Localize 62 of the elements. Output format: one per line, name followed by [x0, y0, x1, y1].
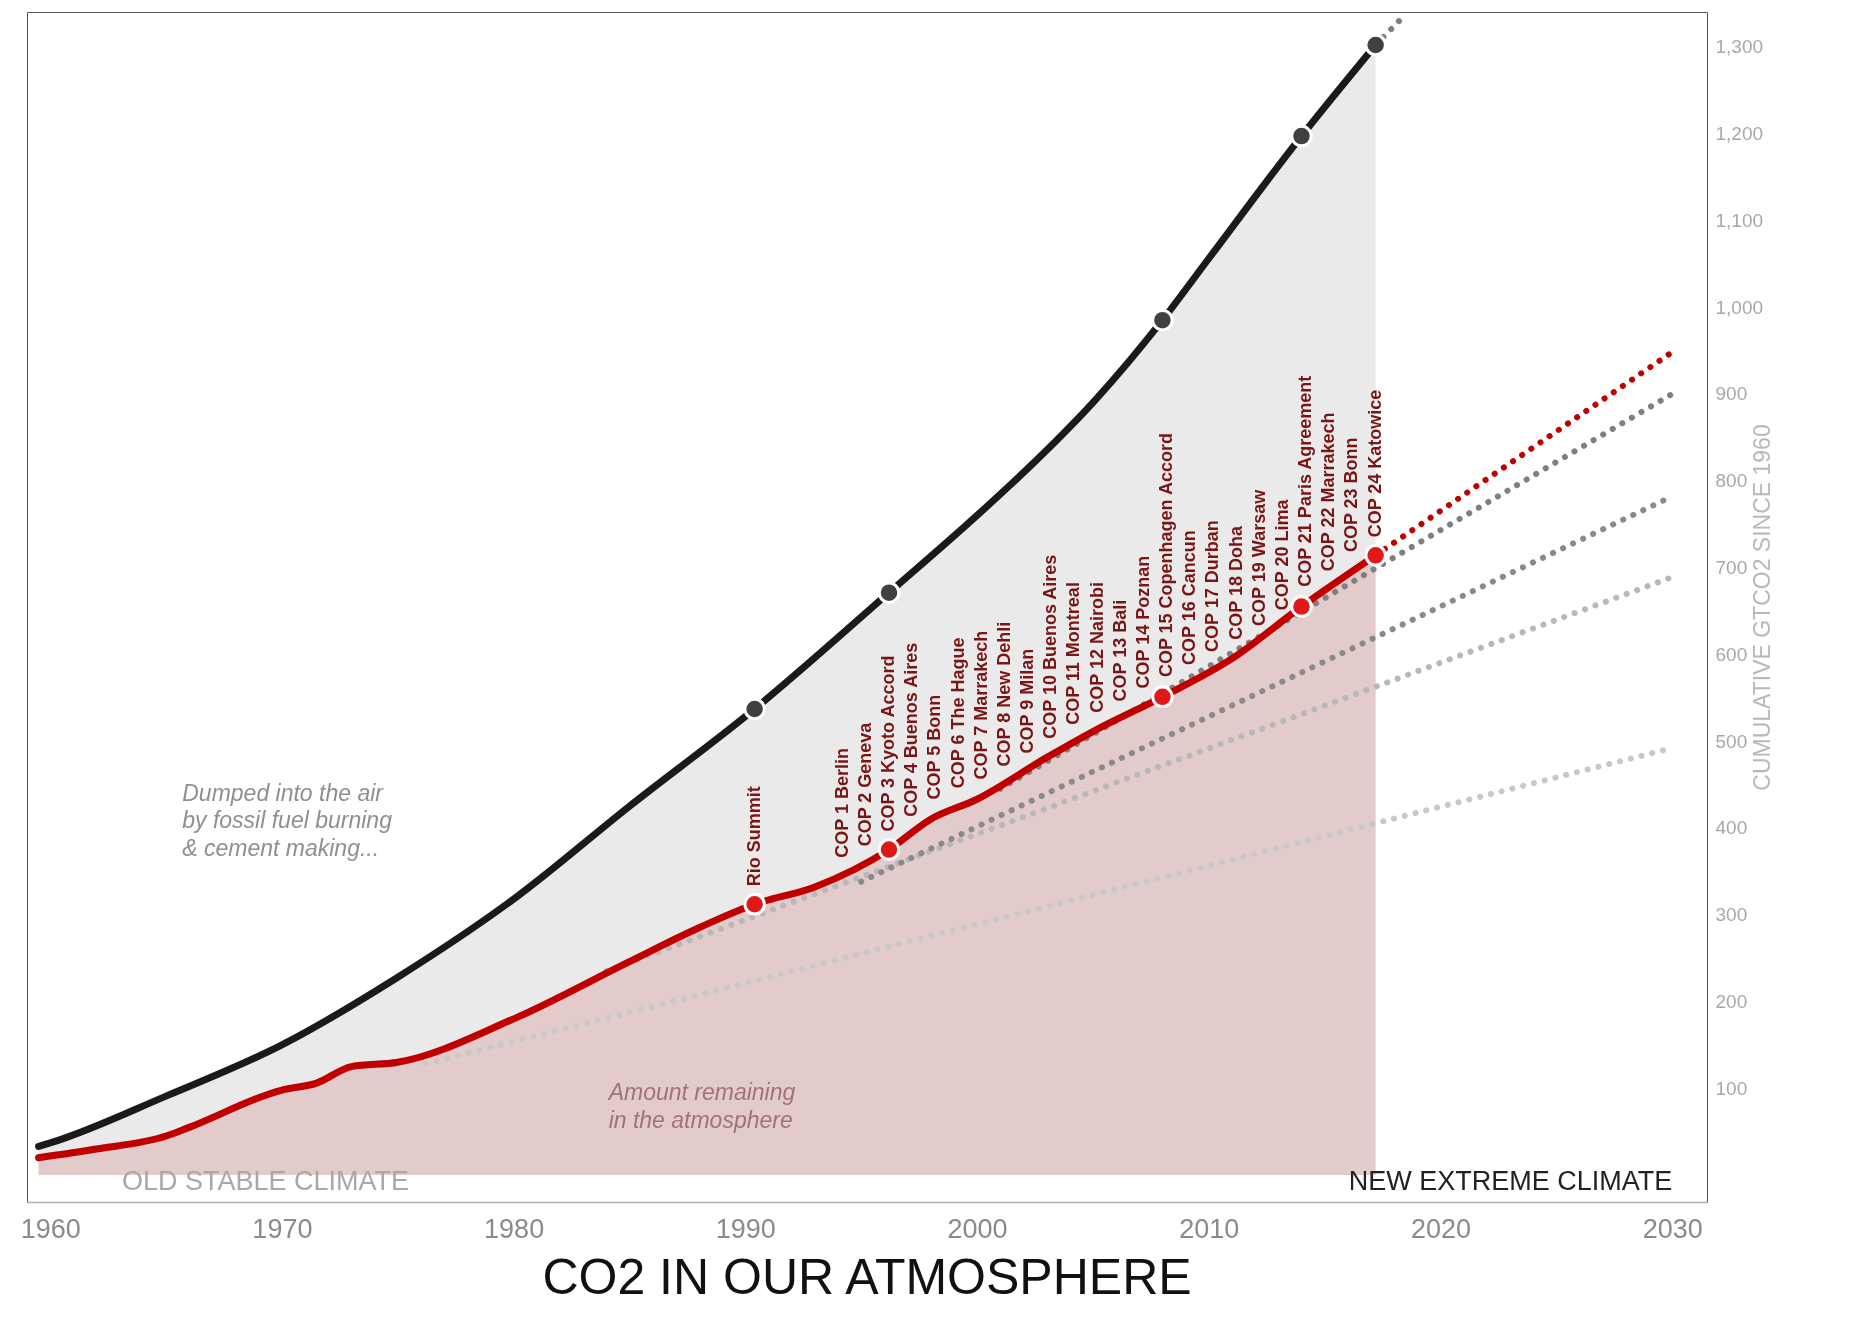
annotation: COP 24 Katowice	[1364, 389, 1385, 538]
annotation: NEW EXTREME CLIMATE	[1348, 1166, 1673, 1197]
x-tick-label: 1970	[252, 1213, 313, 1244]
annotation: COP 5 Bonn	[924, 694, 945, 800]
annotation: COP 12 Nairobi	[1086, 581, 1107, 713]
point	[1290, 595, 1313, 618]
point	[1151, 685, 1174, 709]
y-tick-label: 400	[1715, 817, 1748, 839]
y-tick-label: 1,100	[1715, 209, 1764, 231]
x-tick-label: 2010	[1179, 1213, 1240, 1244]
y-tick-label: 800	[1715, 470, 1748, 492]
y-tick-label: 200	[1715, 991, 1748, 1012]
annotation: COP 17 Durban	[1202, 520, 1223, 652]
point	[1364, 544, 1387, 567]
annotation: COP 15 Copenhagen Accord	[1156, 433, 1177, 678]
point	[877, 581, 901, 604]
x-tick-label: 1960	[20, 1213, 81, 1244]
annotation: COP 7 Marrakech	[970, 630, 991, 780]
annotation: OLD STABLE CLIMATE	[122, 1166, 410, 1197]
y-tick-label: 1,300	[1715, 36, 1764, 58]
annotation: COP 3 Kyoto Accord	[878, 655, 899, 832]
y-tick-label: 1,200	[1715, 123, 1764, 145]
y-tick-label: 500	[1715, 730, 1748, 752]
y-tick-label: 100	[1715, 1077, 1748, 1099]
annotation: COP 11 Montreal	[1063, 582, 1084, 725]
point	[1290, 124, 1313, 148]
annotation: Dumped into the air by fossil fuel burning & cement making...	[182, 779, 393, 861]
annotation: Amount remaining in the atmosphere	[606, 1079, 796, 1133]
annotation: COP 20 Lima	[1271, 498, 1292, 611]
x-tick-label: 1980	[484, 1213, 545, 1244]
y-tick-label: 900	[1715, 383, 1748, 405]
y-tick-label: 1,000	[1715, 296, 1764, 318]
annotation: COP 13 Bali	[1109, 599, 1130, 702]
x-tick-label: 2000	[947, 1213, 1008, 1244]
annotation: COP 19 Warsaw	[1248, 488, 1269, 626]
point	[1151, 308, 1174, 332]
annotation: COP 8 New Dehli	[993, 621, 1014, 767]
annotation: COP 18 Doha	[1225, 525, 1246, 640]
annotation: Rio Summit	[743, 786, 764, 887]
y-axis-title: CUMULATIVE GTCO2 SINCE 1960	[1749, 424, 1776, 791]
x-tick-label: 2020	[1410, 1213, 1472, 1244]
x-tick-label: 2030	[1642, 1213, 1703, 1244]
annotation: COP 16 Cancun	[1179, 530, 1200, 665]
annotation: COP 21 Paris Agreement	[1295, 375, 1316, 587]
annotation: COP 1 Berlin	[831, 747, 852, 858]
annotation: COP 6 The Hague	[947, 637, 968, 789]
point	[743, 697, 766, 721]
y-tick-label: 300	[1715, 904, 1748, 926]
annotation: COP 10 Buenos Aires	[1040, 554, 1061, 739]
y-tick-label: 700	[1715, 557, 1748, 579]
annotation: COP 2 Geneva	[854, 721, 875, 847]
point	[877, 838, 901, 861]
text: CO2 IN OUR ATMOSPHERE	[542, 1249, 1192, 1305]
point	[1364, 33, 1387, 57]
annotation: COP 23 Bonn	[1341, 437, 1362, 553]
annotation: COP 4 Buenos Aires	[901, 642, 922, 817]
y-tick-label: 600	[1715, 643, 1748, 665]
x-tick-label: 1990	[715, 1213, 776, 1244]
point	[743, 893, 766, 916]
annotation: COP 22 Marrakech	[1318, 412, 1339, 572]
annotation: COP 14 Poznan	[1132, 555, 1153, 689]
annotation: COP 9 Milan	[1017, 648, 1038, 754]
